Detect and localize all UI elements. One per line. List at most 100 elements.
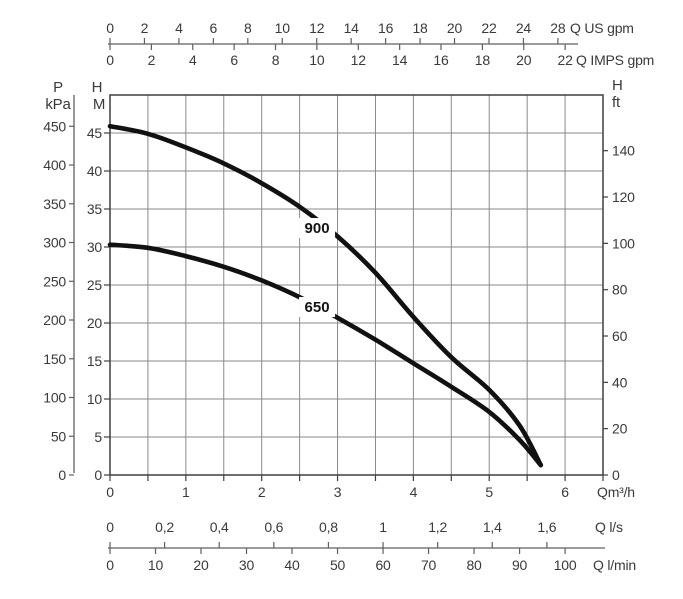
tick-label: 300 bbox=[43, 235, 66, 251]
tick-label: 16 bbox=[378, 20, 394, 36]
svg-text:650: 650 bbox=[305, 299, 330, 316]
tick-label: 2 bbox=[141, 20, 149, 36]
tick-label: 30 bbox=[87, 239, 103, 255]
tick-label: 14 bbox=[344, 20, 360, 36]
tick-label: 1,2 bbox=[428, 519, 447, 535]
tick-label: 0 bbox=[106, 484, 114, 500]
tick-label: 200 bbox=[43, 312, 66, 328]
axis-unit-label: Q l/s bbox=[595, 519, 623, 535]
tick-label: 350 bbox=[43, 196, 66, 212]
tick-label: 6 bbox=[561, 484, 569, 500]
tick-label: 2 bbox=[148, 52, 156, 68]
tick-label: 150 bbox=[43, 351, 66, 367]
tick-label: 100 bbox=[554, 557, 577, 573]
tick-label: 18 bbox=[412, 20, 428, 36]
tick-label: 6 bbox=[210, 20, 218, 36]
axis-unit-label: Q IMPS gpm bbox=[576, 52, 654, 68]
curve-650 bbox=[107, 242, 544, 468]
tick-label: 450 bbox=[43, 118, 66, 134]
curve-900 bbox=[107, 123, 544, 468]
tick-label: 22 bbox=[481, 20, 497, 36]
tick-label: 20 bbox=[516, 52, 532, 68]
tick-label: 0,4 bbox=[210, 519, 229, 535]
tick-label: 6 bbox=[230, 52, 238, 68]
tick-label: 10 bbox=[148, 557, 164, 573]
tick-label: 20 bbox=[447, 20, 463, 36]
tick-label: 10 bbox=[87, 391, 103, 407]
tick-label: 70 bbox=[421, 557, 437, 573]
tick-label: 90 bbox=[512, 557, 528, 573]
axis-unit-label: Q US gpm bbox=[570, 20, 634, 36]
grid bbox=[110, 95, 603, 475]
tick-label: 1 bbox=[379, 519, 387, 535]
axis-left-m: 0 5 10 15 20 25 30 35 40 45 HM bbox=[87, 79, 110, 483]
tick-label: 14 bbox=[392, 52, 408, 68]
tick-label: 0,2 bbox=[155, 519, 174, 535]
tick-label: 10 bbox=[275, 20, 291, 36]
tick-label: 12 bbox=[351, 52, 367, 68]
curve-label-900: 900 bbox=[299, 218, 336, 238]
tick-label: 12 bbox=[309, 20, 325, 36]
tick-label: 30 bbox=[239, 557, 255, 573]
tick-label: 1,4 bbox=[483, 519, 502, 535]
axis-title-m: M bbox=[93, 96, 105, 113]
tick-label: 8 bbox=[244, 20, 252, 36]
tick-label: 35 bbox=[87, 201, 103, 217]
axis-title-p: P bbox=[53, 79, 63, 96]
tick-label: 0,6 bbox=[264, 519, 283, 535]
tick-label: 60 bbox=[612, 328, 628, 344]
tick-label: 15 bbox=[87, 353, 103, 369]
axis-bottom-ls: 0 0,2 0,4 0,6 0,8 1 1,2 1,4 1,6 Q l/s bbox=[106, 519, 623, 549]
tick-label: 120 bbox=[612, 189, 635, 205]
axis-unit-label: Qm³/h bbox=[597, 484, 635, 500]
tick-label: 60 bbox=[375, 557, 391, 573]
tick-label: 250 bbox=[43, 273, 66, 289]
tick-label: 1 bbox=[182, 484, 190, 500]
axis-title-ft: ft bbox=[612, 94, 621, 111]
tick-label: 80 bbox=[466, 557, 482, 573]
tick-label: 8 bbox=[272, 52, 280, 68]
tick-label: 5 bbox=[94, 429, 102, 445]
tick-label: 22 bbox=[558, 52, 574, 68]
tick-label: 100 bbox=[43, 390, 66, 406]
tick-label: 0,8 bbox=[319, 519, 338, 535]
tick-label: 4 bbox=[189, 52, 197, 68]
tick-label: 400 bbox=[43, 157, 66, 173]
tick-label: 10 bbox=[309, 52, 325, 68]
tick-label: 80 bbox=[612, 282, 628, 298]
tick-label: 4 bbox=[175, 20, 183, 36]
axis-title-h-right: H bbox=[612, 77, 623, 94]
tick-label: 3 bbox=[334, 484, 342, 500]
axis-bottom-lmin: 0 10 20 30 40 50 60 70 80 90 100 Q l/min bbox=[106, 548, 636, 573]
tick-label: 0 bbox=[106, 52, 114, 68]
tick-label: 140 bbox=[612, 143, 635, 159]
axis-bottom-m3h: 0 1 2 3 4 5 6 Qm³/h bbox=[106, 475, 635, 500]
tick-label: 28 bbox=[550, 20, 566, 36]
tick-label: 25 bbox=[87, 277, 103, 293]
tick-label: 2 bbox=[258, 484, 266, 500]
tick-label: 16 bbox=[433, 52, 449, 68]
axis-title-h-left: H bbox=[92, 79, 103, 96]
tick-label: 20 bbox=[612, 421, 628, 437]
tick-label: 0 bbox=[58, 467, 66, 483]
axis-unit-label: Q l/min bbox=[593, 557, 636, 573]
tick-label: 0 bbox=[106, 557, 114, 573]
tick-label: 45 bbox=[87, 125, 103, 141]
tick-label: 40 bbox=[284, 557, 300, 573]
axis-top-imps-gpm: 0 2 4 6 8 10 12 14 16 18 20 22 Q IMPS gpm bbox=[106, 44, 654, 68]
tick-label: 0 bbox=[106, 20, 114, 36]
tick-label: 0 bbox=[612, 467, 620, 483]
tick-label: 0 bbox=[106, 519, 114, 535]
tick-label: 50 bbox=[51, 428, 67, 444]
tick-label: 24 bbox=[516, 20, 532, 36]
axis-top-us-gpm: 0 2 4 6 8 10 12 14 16 18 20 22 24 28 Q US gpm bbox=[106, 20, 634, 45]
tick-label: 20 bbox=[193, 557, 209, 573]
tick-label: 40 bbox=[87, 163, 103, 179]
curve-label-650: 650 bbox=[299, 297, 336, 318]
tick-label: 5 bbox=[485, 484, 493, 500]
tick-label: 18 bbox=[475, 52, 491, 68]
svg-text:900: 900 bbox=[305, 220, 330, 237]
tick-label: 100 bbox=[612, 235, 635, 251]
tick-label: 20 bbox=[87, 315, 103, 331]
